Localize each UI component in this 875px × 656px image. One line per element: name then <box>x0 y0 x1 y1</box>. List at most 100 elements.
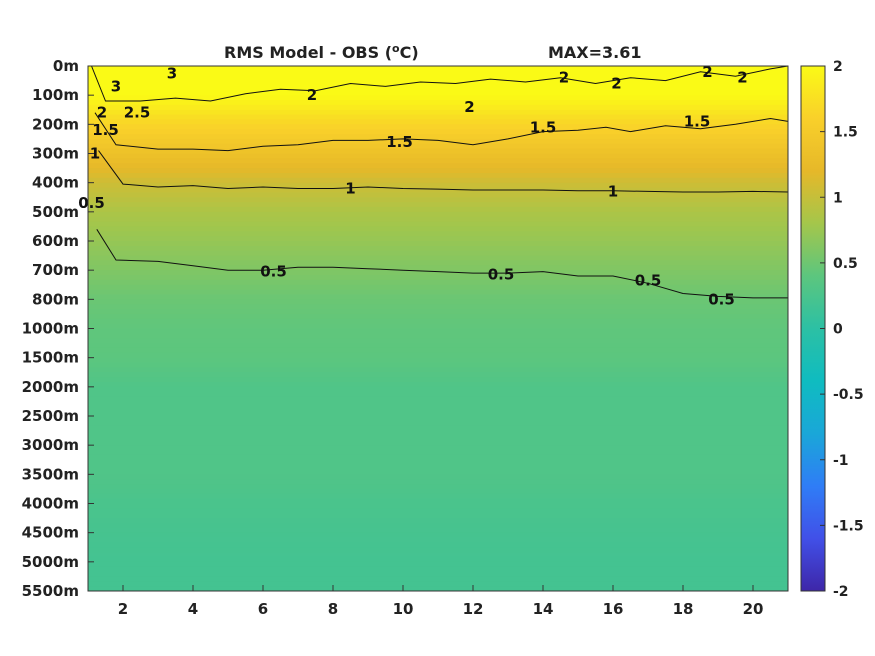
heatmap-band <box>88 299 788 305</box>
heatmap-band <box>88 279 788 286</box>
heatmap-band <box>88 566 788 573</box>
heatmap-band <box>88 508 788 514</box>
heatmap-band <box>88 469 788 475</box>
y-tick-label: 4000m <box>22 495 79 513</box>
heatmap-band <box>88 80 788 87</box>
contour-label: 1.5 <box>530 118 557 136</box>
heatmap-band <box>88 401 788 407</box>
heatmap-band <box>88 66 788 72</box>
heatmap-band <box>88 561 788 568</box>
x-tick-label: 6 <box>258 600 268 618</box>
heatmap-band <box>88 138 788 145</box>
contour-label: 2 <box>559 69 569 87</box>
contour-line <box>91 66 788 102</box>
heatmap-field <box>88 66 788 591</box>
heatmap-band <box>88 347 788 354</box>
contour-label: 1.5 <box>684 112 711 130</box>
contour-label: 2 <box>307 86 317 104</box>
heatmap-band <box>88 357 788 364</box>
heatmap-band <box>88 250 788 257</box>
heatmap-band <box>88 85 788 91</box>
contour-label: 2 <box>737 69 747 87</box>
heatmap-band <box>88 294 788 300</box>
heatmap-band <box>88 192 788 198</box>
heatmap-band <box>88 90 788 96</box>
x-tick-label: 10 <box>393 600 414 618</box>
heatmap-band <box>88 129 788 135</box>
x-axis: 2 4 6 8 10 12 14 16 18 20 <box>118 585 763 618</box>
heatmap-band <box>88 270 788 276</box>
y-tick-label: 400m <box>32 174 79 192</box>
heatmap-band <box>88 474 788 480</box>
contour-label: 1 <box>90 145 100 163</box>
contour-label: 0.5 <box>260 263 287 281</box>
y-tick-label: 100m <box>32 86 79 104</box>
heatmap-band <box>88 445 788 451</box>
heatmap-band <box>88 260 788 266</box>
contour-label: 2 <box>97 104 107 122</box>
heatmap-band <box>88 498 788 505</box>
y-tick-label: 2500m <box>22 407 79 425</box>
heatmap-band <box>88 532 788 539</box>
heatmap-band <box>88 522 788 529</box>
heatmap-band <box>88 430 788 437</box>
contour-line <box>98 150 788 193</box>
heatmap-band <box>88 202 788 208</box>
contour-line <box>96 229 788 299</box>
heatmap-band <box>88 381 788 388</box>
heatmap-band <box>88 206 788 213</box>
heatmap-band <box>88 236 788 242</box>
y-tick-label: 1500m <box>22 349 79 367</box>
heatmap-band <box>88 109 788 116</box>
contour-label: 0.5 <box>635 271 662 289</box>
colorbar-tick-label: -1.5 <box>833 518 864 534</box>
heatmap-band <box>88 275 788 281</box>
heatmap-band <box>88 216 788 223</box>
colorbar-tick-label: 2 <box>833 59 843 75</box>
heatmap-band <box>88 177 788 184</box>
heatmap-band <box>88 576 788 582</box>
heatmap-band <box>88 556 788 563</box>
heatmap-band <box>88 386 788 393</box>
heatmap-band <box>88 552 788 558</box>
heatmap-band <box>88 493 788 500</box>
heatmap-band <box>88 464 788 471</box>
heatmap-band <box>88 435 788 441</box>
heatmap-band <box>88 226 788 232</box>
colorbar-tick-label: -2 <box>833 584 849 600</box>
heatmap-band <box>88 148 788 155</box>
heatmap-band <box>88 459 788 466</box>
heatmap-band <box>88 479 788 485</box>
x-tick-label: 4 <box>188 600 198 618</box>
contour-label: 2.5 <box>124 104 151 122</box>
contour-label: 0.5 <box>708 290 735 308</box>
heatmap-band <box>88 450 788 456</box>
colorbar-tick-label: 1.5 <box>833 125 858 141</box>
heatmap-band <box>88 255 788 262</box>
heatmap-band <box>88 284 788 291</box>
heatmap-band <box>88 197 788 203</box>
heatmap-band <box>88 182 788 189</box>
heatmap-band <box>88 406 788 412</box>
heatmap-band <box>88 313 788 320</box>
y-tick-label: 800m <box>32 290 79 308</box>
x-tick-label: 12 <box>463 600 484 618</box>
heatmap-band <box>88 440 788 446</box>
heatmap-band <box>88 338 788 344</box>
heatmap-band <box>88 134 788 140</box>
heatmap-band <box>88 527 788 534</box>
x-tick-label: 8 <box>328 600 338 618</box>
heatmap-band <box>88 70 788 77</box>
heatmap-band <box>88 104 788 111</box>
max-label: MAX=3.61 <box>548 43 642 62</box>
contour-label: 3 <box>111 77 121 95</box>
heatmap-band <box>88 158 788 164</box>
heatmap-band <box>88 416 788 422</box>
contour-label: 3 <box>167 64 177 82</box>
heatmap-band <box>88 289 788 296</box>
y-tick-label: 200m <box>32 115 79 133</box>
heatmap-band <box>88 333 788 339</box>
heatmap-band <box>88 221 788 228</box>
